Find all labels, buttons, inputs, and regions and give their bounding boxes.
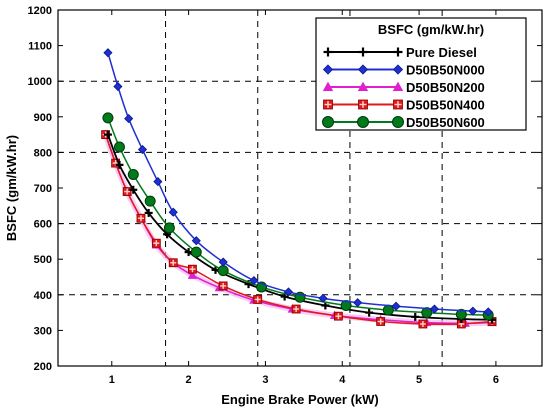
y-tick-label: 1000: [28, 76, 52, 88]
y-axis-label: BSFC (gm/kW.hr): [4, 135, 19, 241]
x-tick-label: 2: [186, 374, 192, 386]
circle-marker: [102, 112, 114, 124]
x-tick-label: 3: [262, 374, 268, 386]
diamond-marker: [318, 293, 328, 303]
circle-marker: [392, 116, 404, 128]
diamond-marker: [103, 48, 113, 58]
series-d50b50n000: [103, 48, 493, 317]
circle-marker: [163, 222, 175, 234]
y-tick-label: 600: [34, 219, 52, 231]
diamond-marker: [322, 64, 334, 75]
triangle-marker: [392, 81, 404, 91]
legend-label: D50B50N600: [406, 115, 485, 130]
diamond-marker: [249, 275, 259, 286]
legend-items: Pure Diesel D50B50N000 D50B50N200 D50B50N40…: [322, 45, 485, 130]
y-tick-label: 900: [34, 112, 52, 124]
diamond-marker: [137, 144, 148, 155]
diamond-marker: [191, 236, 201, 246]
x-axis-label: Engine Brake Power (kW): [221, 392, 378, 407]
circle-marker: [322, 116, 334, 128]
axis-ticks: 200 300 400 500 600 700 800 900 1000 1100 1200 1 2 3 4…: [28, 5, 542, 386]
diamond-marker: [357, 64, 369, 75]
legend-label: Pure Diesel: [406, 45, 477, 60]
y-tick-label: 1100: [28, 41, 52, 53]
diamond-marker: [168, 207, 178, 217]
diamond-marker: [483, 307, 493, 317]
y-tick-label: 200: [34, 361, 52, 373]
circle-marker: [357, 116, 369, 128]
legend-label: D50B50N200: [406, 80, 485, 95]
circle-marker: [113, 141, 125, 153]
diamond-marker: [218, 257, 228, 267]
circle-marker: [127, 168, 139, 180]
y-tick-label: 800: [34, 147, 52, 159]
y-tick-label: 500: [34, 254, 52, 266]
diamond-marker: [468, 306, 478, 316]
diamond-marker: [153, 177, 163, 187]
diamond-marker: [283, 287, 294, 297]
legend-label: D50B50N000: [406, 63, 485, 78]
series-line: [107, 52, 489, 313]
x-tick-label: 5: [416, 374, 422, 386]
y-tick-label: 400: [34, 290, 52, 302]
diamond-marker: [392, 64, 404, 75]
legend-item: D50B50N600: [322, 115, 485, 130]
x-tick-label: 1: [109, 374, 115, 386]
circle-marker: [382, 304, 394, 316]
legend: BSFC (gm/kW.hr) Pure Diesel D50B50N000 D50…: [315, 17, 527, 131]
y-tick-label: 1200: [28, 5, 52, 17]
circle-marker: [190, 246, 202, 258]
diamond-marker: [353, 298, 363, 308]
legend-item: D50B50N200: [322, 80, 485, 95]
legend-item: D50B50N000: [322, 63, 485, 78]
x-tick-label: 4: [339, 374, 346, 386]
triangle-marker: [357, 81, 369, 91]
diamond-marker: [113, 81, 123, 92]
triangle-marker: [322, 81, 334, 91]
series-lines: [100, 48, 497, 329]
diamond-marker: [124, 114, 134, 124]
series-line: [107, 117, 489, 316]
legend-label: D50B50N400: [406, 98, 485, 113]
triangle-marker: [187, 270, 198, 279]
series-d50b50n600: [102, 112, 494, 321]
legend-title: BSFC (gm/kW.hr): [378, 22, 484, 37]
legend-item: D50B50N400: [323, 98, 485, 113]
y-tick-label: 300: [34, 325, 52, 337]
diamond-marker: [429, 304, 440, 314]
circle-marker: [144, 195, 156, 207]
y-tick-label: 700: [34, 183, 52, 195]
legend-item: Pure Diesel: [323, 45, 477, 60]
legend-box: [315, 17, 527, 131]
diamond-marker: [391, 301, 401, 311]
x-tick-label: 6: [493, 374, 499, 386]
circle-marker: [455, 308, 467, 320]
circle-marker: [340, 299, 352, 311]
circle-marker: [421, 307, 433, 319]
circle-marker: [217, 265, 229, 277]
